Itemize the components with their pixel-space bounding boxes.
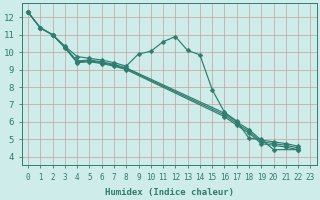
X-axis label: Humidex (Indice chaleur): Humidex (Indice chaleur) bbox=[105, 188, 234, 197]
